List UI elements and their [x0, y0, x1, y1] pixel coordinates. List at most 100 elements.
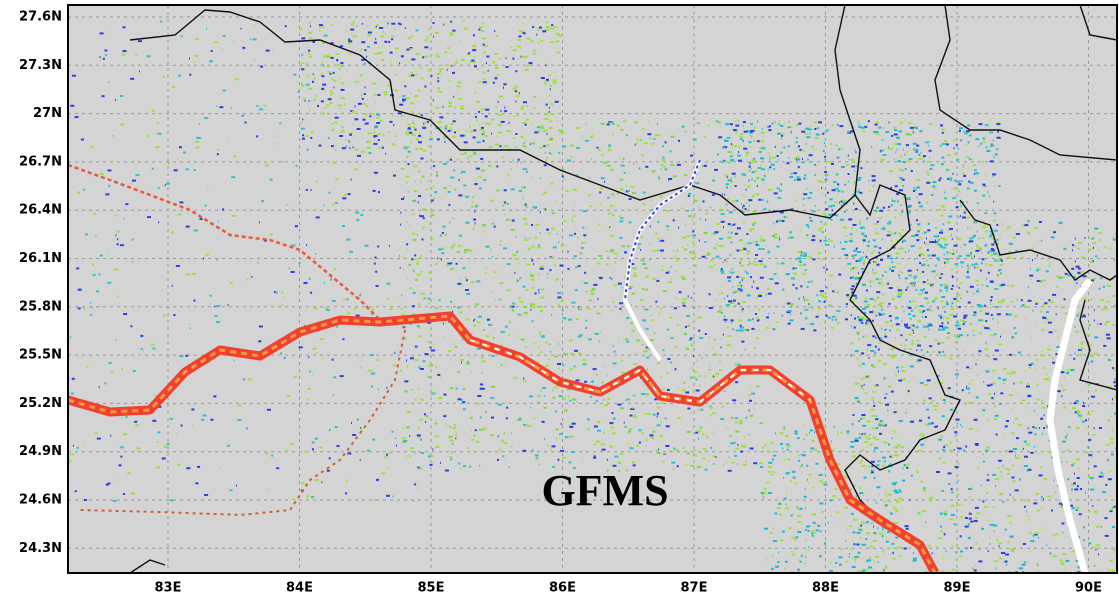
flood-pixel	[482, 224, 486, 226]
flood-pixel	[419, 366, 421, 368]
flood-pixel	[810, 447, 814, 449]
flood-pixel	[598, 341, 600, 343]
flood-pixel	[869, 357, 870, 359]
flood-pixel	[222, 49, 223, 51]
flood-pixel	[875, 561, 876, 563]
flood-pixel	[944, 513, 947, 515]
flood-pixel	[524, 312, 528, 314]
flood-pixel	[928, 174, 929, 176]
flood-pixel	[245, 122, 247, 124]
flood-pixel	[719, 360, 721, 362]
flood-pixel	[382, 147, 384, 149]
flood-pixel	[797, 521, 801, 523]
flood-pixel	[911, 343, 914, 345]
flood-pixel	[537, 402, 540, 404]
flood-pixel	[774, 233, 777, 235]
flood-pixel	[891, 135, 893, 137]
flood-pixel	[87, 366, 89, 368]
flood-pixel	[385, 33, 386, 35]
flood-pixel	[985, 230, 988, 232]
flood-pixel	[595, 333, 599, 335]
flood-pixel	[634, 353, 635, 355]
flood-pixel	[416, 53, 420, 55]
flood-pixel	[422, 56, 424, 58]
flood-pixel	[967, 271, 969, 273]
flood-pixel	[741, 311, 743, 313]
flood-pixel	[791, 263, 792, 265]
flood-pixel	[690, 337, 692, 339]
flood-pixel	[155, 146, 159, 148]
flood-pixel	[75, 116, 79, 118]
flood-pixel	[438, 248, 442, 250]
flood-pixel	[504, 110, 507, 112]
flood-pixel	[1100, 323, 1102, 325]
flood-pixel	[927, 249, 929, 251]
flood-pixel	[449, 436, 453, 438]
flood-pixel	[608, 145, 611, 147]
flood-pixel	[750, 276, 752, 278]
flood-pixel	[112, 161, 113, 163]
flood-pixel	[559, 367, 560, 369]
flood-pixel	[449, 221, 450, 223]
flood-pixel	[969, 392, 970, 394]
flood-pixel	[648, 121, 650, 123]
flood-pixel	[341, 97, 345, 99]
flood-pixel	[99, 386, 100, 388]
flood-pixel	[661, 440, 662, 442]
flood-pixel	[1077, 477, 1080, 479]
flood-pixel	[878, 304, 882, 306]
flood-pixel	[419, 419, 421, 421]
flood-pixel	[519, 301, 523, 303]
flood-pixel	[444, 141, 445, 143]
flood-pixel	[875, 124, 878, 126]
flood-pixel	[971, 256, 973, 258]
flood-pixel	[353, 21, 355, 23]
flood-pixel	[596, 441, 600, 443]
flood-pixel	[450, 127, 452, 129]
flood-pixel	[938, 329, 941, 331]
flood-pixel	[858, 526, 859, 528]
flood-pixel	[337, 59, 338, 61]
flood-pixel	[953, 121, 954, 123]
flood-pixel	[614, 285, 617, 287]
flood-pixel	[749, 166, 751, 168]
flood-pixel	[133, 370, 136, 372]
flood-pixel	[756, 386, 759, 388]
flood-pixel	[911, 245, 915, 247]
flood-pixel	[977, 374, 978, 376]
flood-pixel	[535, 458, 537, 460]
flood-pixel	[580, 252, 583, 254]
flood-pixel	[390, 65, 391, 67]
flood-pixel	[936, 242, 937, 244]
flood-pixel	[1092, 434, 1095, 436]
flood-pixel	[336, 326, 338, 328]
flood-pixel	[872, 391, 875, 393]
flood-pixel	[905, 251, 906, 253]
flood-pixel	[609, 422, 613, 424]
flood-pixel	[1062, 531, 1063, 533]
flood-pixel	[401, 294, 402, 296]
flood-pixel	[888, 444, 890, 446]
flood-pixel	[974, 169, 977, 171]
flood-pixel	[540, 351, 542, 353]
flood-pixel	[199, 123, 200, 125]
flood-pixel	[1101, 526, 1102, 528]
flood-pixel	[195, 482, 198, 484]
flood-pixel	[564, 220, 567, 222]
flood-pixel	[894, 143, 898, 145]
flood-pixel	[797, 251, 801, 253]
flood-pixel	[775, 146, 776, 148]
flood-pixel	[538, 361, 539, 363]
flood-pixel	[526, 105, 528, 107]
flood-pixel	[120, 446, 123, 448]
flood-pixel	[1074, 402, 1077, 404]
flood-pixel	[789, 231, 792, 233]
flood-pixel	[748, 199, 752, 201]
flood-pixel	[740, 133, 743, 135]
flood-pixel	[658, 313, 660, 315]
flood-pixel	[956, 206, 959, 208]
flood-pixel	[997, 467, 999, 469]
flood-pixel	[219, 106, 223, 108]
flood-pixel	[912, 328, 914, 330]
flood-pixel	[261, 200, 264, 202]
